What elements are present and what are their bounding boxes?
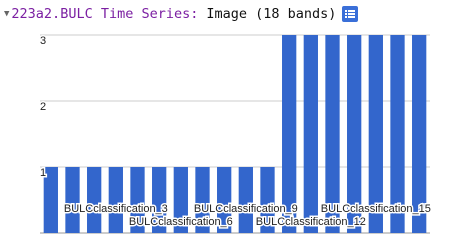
bar — [217, 167, 232, 233]
x-tick-label: BULCclassification_6 — [129, 216, 233, 228]
header-title[interactable]: 223a2.BULC Time Series: — [11, 6, 199, 22]
bar — [108, 167, 123, 233]
bar — [260, 167, 275, 233]
y-tick-label: 3 — [40, 35, 46, 47]
x-tick-label: BULCclassification_15 — [321, 203, 431, 215]
bar — [238, 167, 253, 233]
header-description: Image (18 bands) — [206, 6, 337, 22]
x-tick-label: BULCclassification_12 — [256, 216, 366, 228]
bar — [65, 167, 80, 233]
header: ▼ 223a2.BULC Time Series: Image (18 band… — [4, 6, 359, 22]
bar — [347, 35, 362, 233]
x-tick-label: BULCclassification_3 — [64, 203, 168, 215]
x-tick-label: BULCclassification_9 — [194, 203, 298, 215]
bar — [195, 167, 210, 233]
bar — [390, 35, 405, 233]
bar — [173, 167, 188, 233]
bar — [412, 35, 427, 233]
bar — [152, 167, 167, 233]
bar — [43, 167, 58, 233]
bar — [368, 35, 383, 233]
bar — [282, 35, 297, 233]
bar — [87, 167, 102, 233]
y-tick-label: 1 — [40, 167, 46, 179]
bar — [130, 167, 145, 233]
collapse-arrow[interactable]: ▼ — [4, 9, 10, 19]
bar — [325, 35, 340, 233]
list-icon[interactable] — [342, 6, 359, 22]
bar — [303, 35, 318, 233]
y-tick-label: 2 — [40, 101, 46, 113]
